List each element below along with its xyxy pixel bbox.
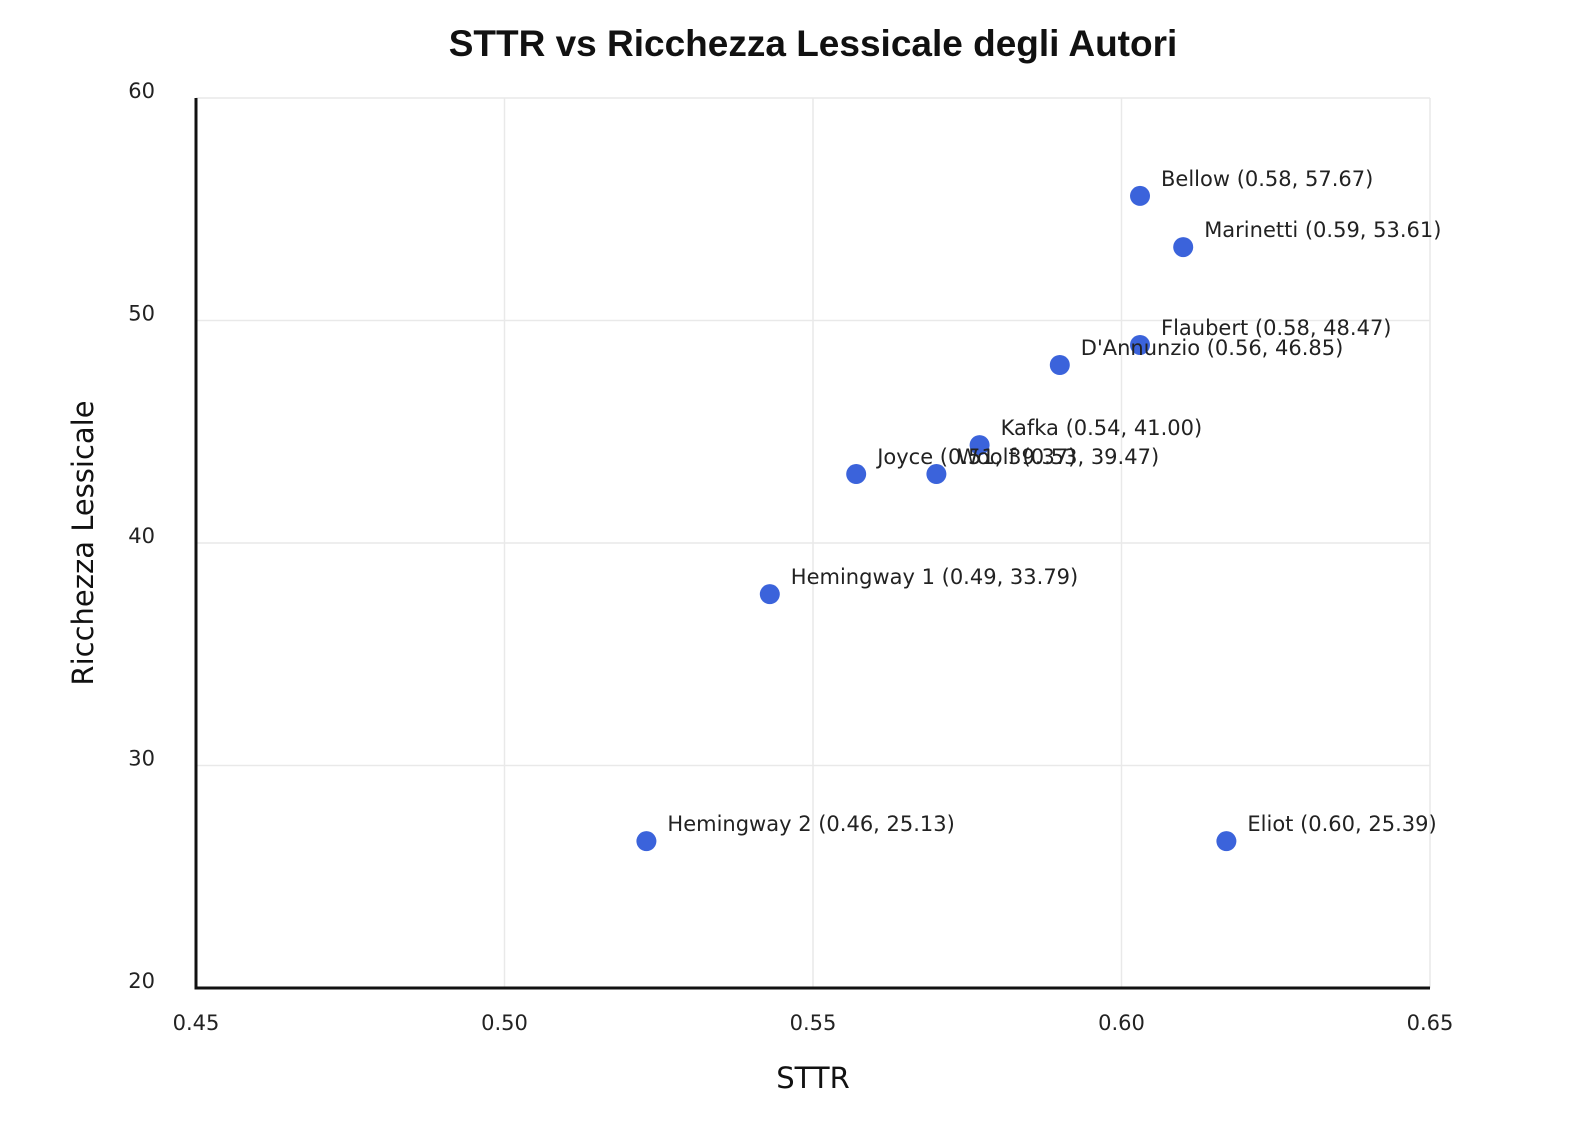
y-tick-label: 20 xyxy=(128,969,155,993)
point-label: Flaubert (0.58, 48.47) xyxy=(1161,316,1392,340)
data-point xyxy=(926,464,947,485)
grid-lines xyxy=(196,97,1431,988)
x-tick-label: 0.55 xyxy=(790,1011,837,1035)
data-point xyxy=(1216,831,1237,852)
point-label: Kafka (0.54, 41.00) xyxy=(1001,416,1203,440)
point-label: Woolf (0.53, 39.47) xyxy=(957,445,1159,469)
point-label: Marinetti (0.59, 53.61) xyxy=(1204,218,1441,242)
x-tick-label: 0.45 xyxy=(173,1011,220,1035)
data-point xyxy=(1049,355,1070,375)
point-label: Joyce (0.51, 39.37) xyxy=(875,445,1076,469)
y-tick-label: 50 xyxy=(128,302,155,326)
y-axis-label: Ricchezza Lessicale xyxy=(66,400,100,685)
y-tick-label: 40 xyxy=(128,524,155,548)
point-label: Eliot (0.60, 25.39) xyxy=(1247,812,1436,836)
axes xyxy=(194,98,1430,990)
y-tick-label: 60 xyxy=(128,79,155,103)
x-tick-label: 0.65 xyxy=(1407,1011,1454,1035)
data-point xyxy=(759,584,780,605)
data-point xyxy=(1130,185,1151,206)
data-point xyxy=(636,831,657,852)
data-point xyxy=(1173,237,1194,258)
data-point xyxy=(1130,334,1151,355)
data-point xyxy=(846,464,867,485)
data-point xyxy=(969,435,990,456)
point-label: Bellow (0.58, 57.67) xyxy=(1161,167,1373,191)
point-label: D'Annunzio (0.56, 46.85) xyxy=(1081,336,1344,360)
point-label: Hemingway 2 (0.46, 25.13) xyxy=(667,812,954,836)
tick-labels: 0.45 0.50 0.55 0.60 0.65 20 30 40 50 60 xyxy=(128,79,1453,1035)
data-points xyxy=(636,185,1237,852)
y-tick-label: 30 xyxy=(128,747,155,771)
x-tick-label: 0.60 xyxy=(1098,1011,1145,1035)
chart-title: STTR vs Ricchezza Lessicale degli Autori xyxy=(449,23,1178,64)
x-axis-label: STTR xyxy=(776,1061,849,1095)
point-label: Hemingway 1 (0.49, 33.79) xyxy=(791,565,1078,589)
x-tick-label: 0.50 xyxy=(481,1011,528,1035)
point-labels: Bellow (0.58, 57.67) Marinetti (0.59, 53.… xyxy=(667,167,1441,836)
